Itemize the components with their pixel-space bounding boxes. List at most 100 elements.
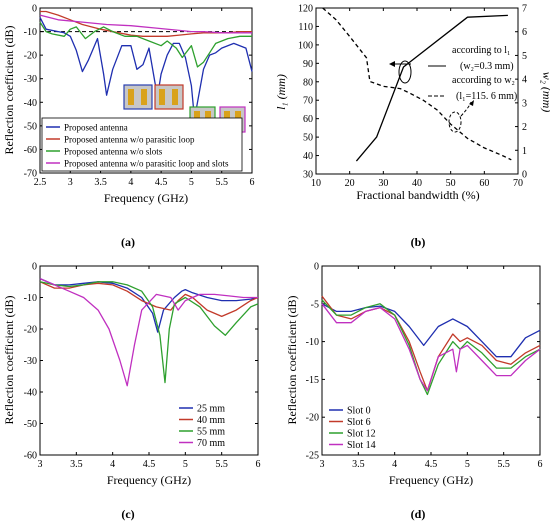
legend-label: Slot 6	[347, 417, 371, 428]
plot-c-frame	[39, 265, 259, 456]
ytick-label: -10	[24, 293, 37, 304]
plot-a-ylabel: Reflection coefficient (dB)	[2, 25, 16, 154]
ytick-label: -20	[306, 413, 319, 424]
xtick-label: 10	[311, 178, 321, 189]
plot-a-series	[39, 10, 253, 120]
xtick-label: 3.5	[94, 177, 107, 188]
series-line-4	[39, 14, 252, 34]
ytick-label-right: 2	[522, 122, 527, 133]
panel-a: 2.5 3 3.5 4 4.5 5 5.5 6 0 -10 -20 -30 -40 -50 -60 -70 P…	[2, 4, 255, 250]
legend-label: Proposed antenna w/o slots	[64, 147, 163, 157]
plot-d-ylabel: Reflection coefficient (dB)	[285, 295, 299, 424]
ytick-label: 30	[303, 170, 313, 181]
legend-label: Proposed antenna w/o parasitic loop	[64, 135, 195, 145]
xtick-label: 60	[479, 178, 489, 189]
plot-d-frame	[321, 265, 541, 456]
ytick-label-right: 6	[522, 27, 527, 38]
ytick-label: 120	[298, 4, 313, 15]
panel-b: 10 20 30 40 50 60 70 30 40 50 60 70 80 90 100 110 120 0 1 2…	[274, 4, 550, 250]
xtick-label: 5.5	[497, 459, 510, 470]
series-line-3	[39, 21, 252, 68]
panel-label-d: (d)	[411, 507, 426, 521]
xtick-label: 6	[256, 459, 261, 470]
plot-c-ylabel: Reflection coefficient (dB)	[2, 295, 16, 424]
ytick-label-right: 1	[522, 146, 527, 157]
series-line-1	[39, 17, 253, 120]
panel-label-b: (b)	[411, 235, 426, 249]
series-line-4	[321, 303, 541, 392]
ytick-label: 50	[303, 133, 313, 144]
series-line-1	[355, 14, 508, 162]
plot-b-legend-w2: according to w₂	[452, 75, 515, 86]
xtick-label: 50	[446, 178, 456, 189]
ytick-label: -70	[24, 169, 37, 180]
xtick-label: 3	[320, 459, 325, 470]
ytick-label: -40	[24, 388, 37, 399]
xtick-label: 4	[110, 459, 115, 470]
ytick-label-right: 0	[522, 170, 527, 181]
xtick-label: 40	[412, 178, 422, 189]
plot-c-ticks: 3 3.5 4 4.5 5 5.5 6 0 -10 -20 -30 -40 -50 -60	[24, 262, 261, 471]
plot-b-legend-l1: according to l₁	[452, 45, 510, 56]
plot-c-series	[39, 278, 259, 387]
legend-label: 40 mm	[197, 415, 225, 426]
xtick-label: 4	[392, 459, 397, 470]
plot-b-series	[322, 7, 512, 162]
ytick-label: 0	[32, 262, 37, 273]
xtick-label: 4.5	[143, 459, 156, 470]
ytick-label: -20	[24, 51, 37, 62]
ytick-label: -15	[306, 375, 319, 386]
panel-c: 3 3.5 4 4.5 5 5.5 6 0 -10 -20 -30 -40 -50 -60 25 mm40…	[2, 262, 261, 522]
ytick-label: 40	[303, 151, 313, 162]
ytick-label: -40	[24, 98, 37, 109]
plot-d-ticks: 3 3.5 4 4.5 5 5.5 6 0 -5 -10 -15 -20 -25	[306, 262, 543, 471]
xtick-label: 5	[189, 177, 194, 188]
xtick-label: 4.5	[155, 177, 168, 188]
panel-label-a: (a)	[121, 235, 135, 249]
ytick-label: -25	[306, 451, 319, 462]
xtick-label: 30	[378, 178, 388, 189]
xtick-label: 3	[38, 459, 43, 470]
xtick-label: 2.5	[34, 177, 47, 188]
plot-a-xlabel: Frequency (GHz)	[104, 191, 188, 205]
plot-b-annotation-ellipse-w2	[448, 111, 462, 133]
ytick-label: -30	[24, 74, 37, 85]
xtick-label: 4	[128, 177, 133, 188]
legend-label: 55 mm	[197, 427, 225, 438]
ytick-label: -10	[24, 27, 37, 38]
plot-d-series	[321, 295, 541, 396]
xtick-label: 3.5	[352, 459, 365, 470]
series-line-4	[39, 278, 258, 387]
xtick-label: 20	[345, 178, 355, 189]
ytick-label: -30	[24, 356, 37, 367]
ytick-label: -60	[24, 451, 37, 462]
series-line-1	[321, 303, 541, 358]
plot-b-xlabel: Fractional bandwidth (%)	[356, 188, 479, 202]
legend-label: Slot 12	[347, 429, 376, 440]
ytick-label: -5	[311, 299, 319, 310]
xtick-label: 3	[68, 177, 73, 188]
plot-b-legend: according to l₁ (w₂=0.3 mm) according to…	[428, 45, 517, 102]
legend-label: Proposed antenna	[64, 123, 128, 133]
ytick-label-right: 7	[522, 4, 527, 15]
xtick-label: 6	[250, 177, 255, 188]
ytick-label: 100	[298, 40, 313, 51]
ytick-label-right: 4	[522, 75, 527, 86]
series-line-2	[322, 7, 512, 161]
ytick-label: -20	[24, 325, 37, 336]
ytick-label: 90	[303, 59, 313, 70]
plot-b-legend-l1-sub: (w₂=0.3 mm)	[460, 61, 514, 72]
ytick-label: -60	[24, 145, 37, 156]
ytick-label-right: 5	[522, 51, 527, 62]
xtick-label: 5	[465, 459, 470, 470]
plot-b-arrow-right	[469, 100, 474, 106]
ytick-label: 110	[298, 22, 313, 33]
plot-d-xlabel: Frequency (GHz)	[389, 473, 473, 487]
plot-b-arrow-left	[389, 61, 395, 67]
plot-c-xlabel: Frequency (GHz)	[107, 473, 191, 487]
legend-label: Slot 14	[347, 440, 376, 451]
plot-a-ticks: 2.5 3 3.5 4 4.5 5 5.5 6 0 -10 -20 -30 -40 -50 -60 -70	[24, 4, 255, 189]
legend-box	[41, 117, 243, 172]
